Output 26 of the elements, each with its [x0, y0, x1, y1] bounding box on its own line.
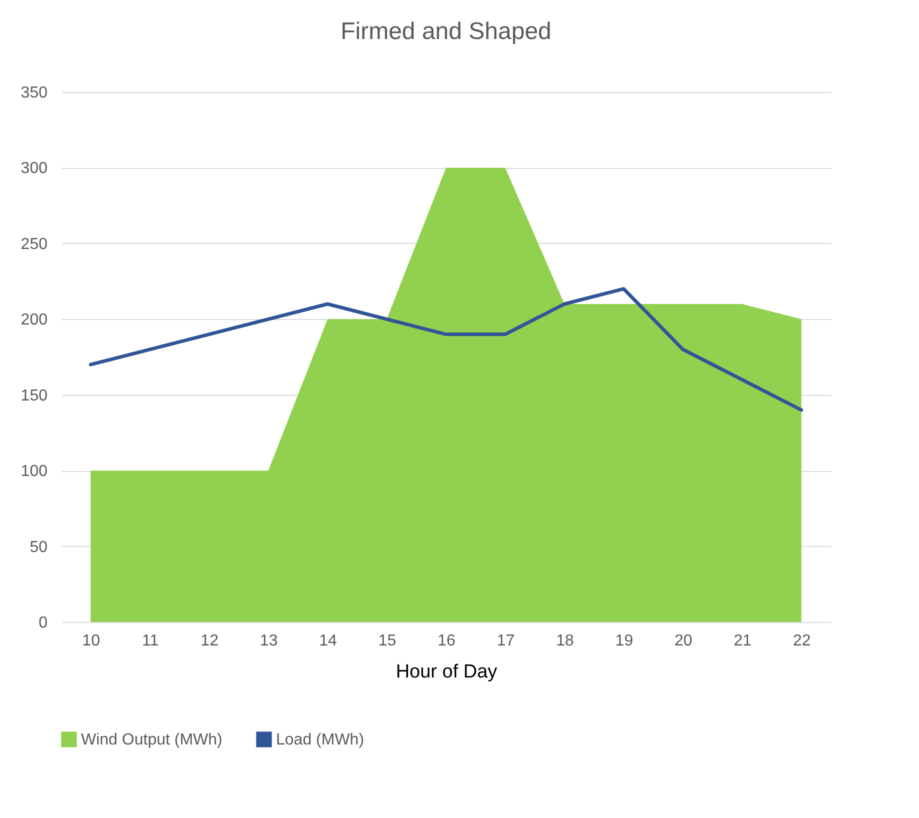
y-tick-label: 0 [38, 614, 48, 632]
y-tick-label: 50 [30, 538, 48, 556]
y-tick-label: 250 [20, 236, 48, 253]
y-tick-label: 100 [20, 463, 48, 480]
x-axis-title: Hour of Day [396, 662, 498, 682]
x-tick-label: 18 [556, 632, 574, 650]
x-tick-label: 22 [792, 632, 811, 650]
legend-label: Load (MWh) [276, 731, 364, 748]
x-tick-label: 21 [734, 632, 752, 650]
y-tick-label: 300 [20, 160, 48, 178]
x-tick-label: 20 [674, 632, 692, 650]
x-tick-label: 12 [200, 632, 219, 650]
y-tick-label: 150 [20, 387, 48, 404]
chart-title: Firmed and Shaped [340, 18, 552, 45]
legend-label: Wind Output (MWh) [81, 731, 222, 748]
x-tick-label: 10 [82, 632, 100, 650]
x-tick-label: 13 [260, 632, 278, 650]
x-tick-label: 16 [438, 632, 456, 650]
line-series [88, 287, 804, 412]
x-tick-label: 17 [496, 632, 515, 650]
x-tick-label: 11 [142, 632, 159, 650]
y-tick-label: 350 [20, 84, 48, 102]
x-tick-label: 19 [615, 632, 634, 650]
x-tick-label: 14 [319, 632, 338, 650]
x-tick-label: 15 [378, 632, 396, 650]
y-tick-label: 200 [20, 312, 48, 329]
